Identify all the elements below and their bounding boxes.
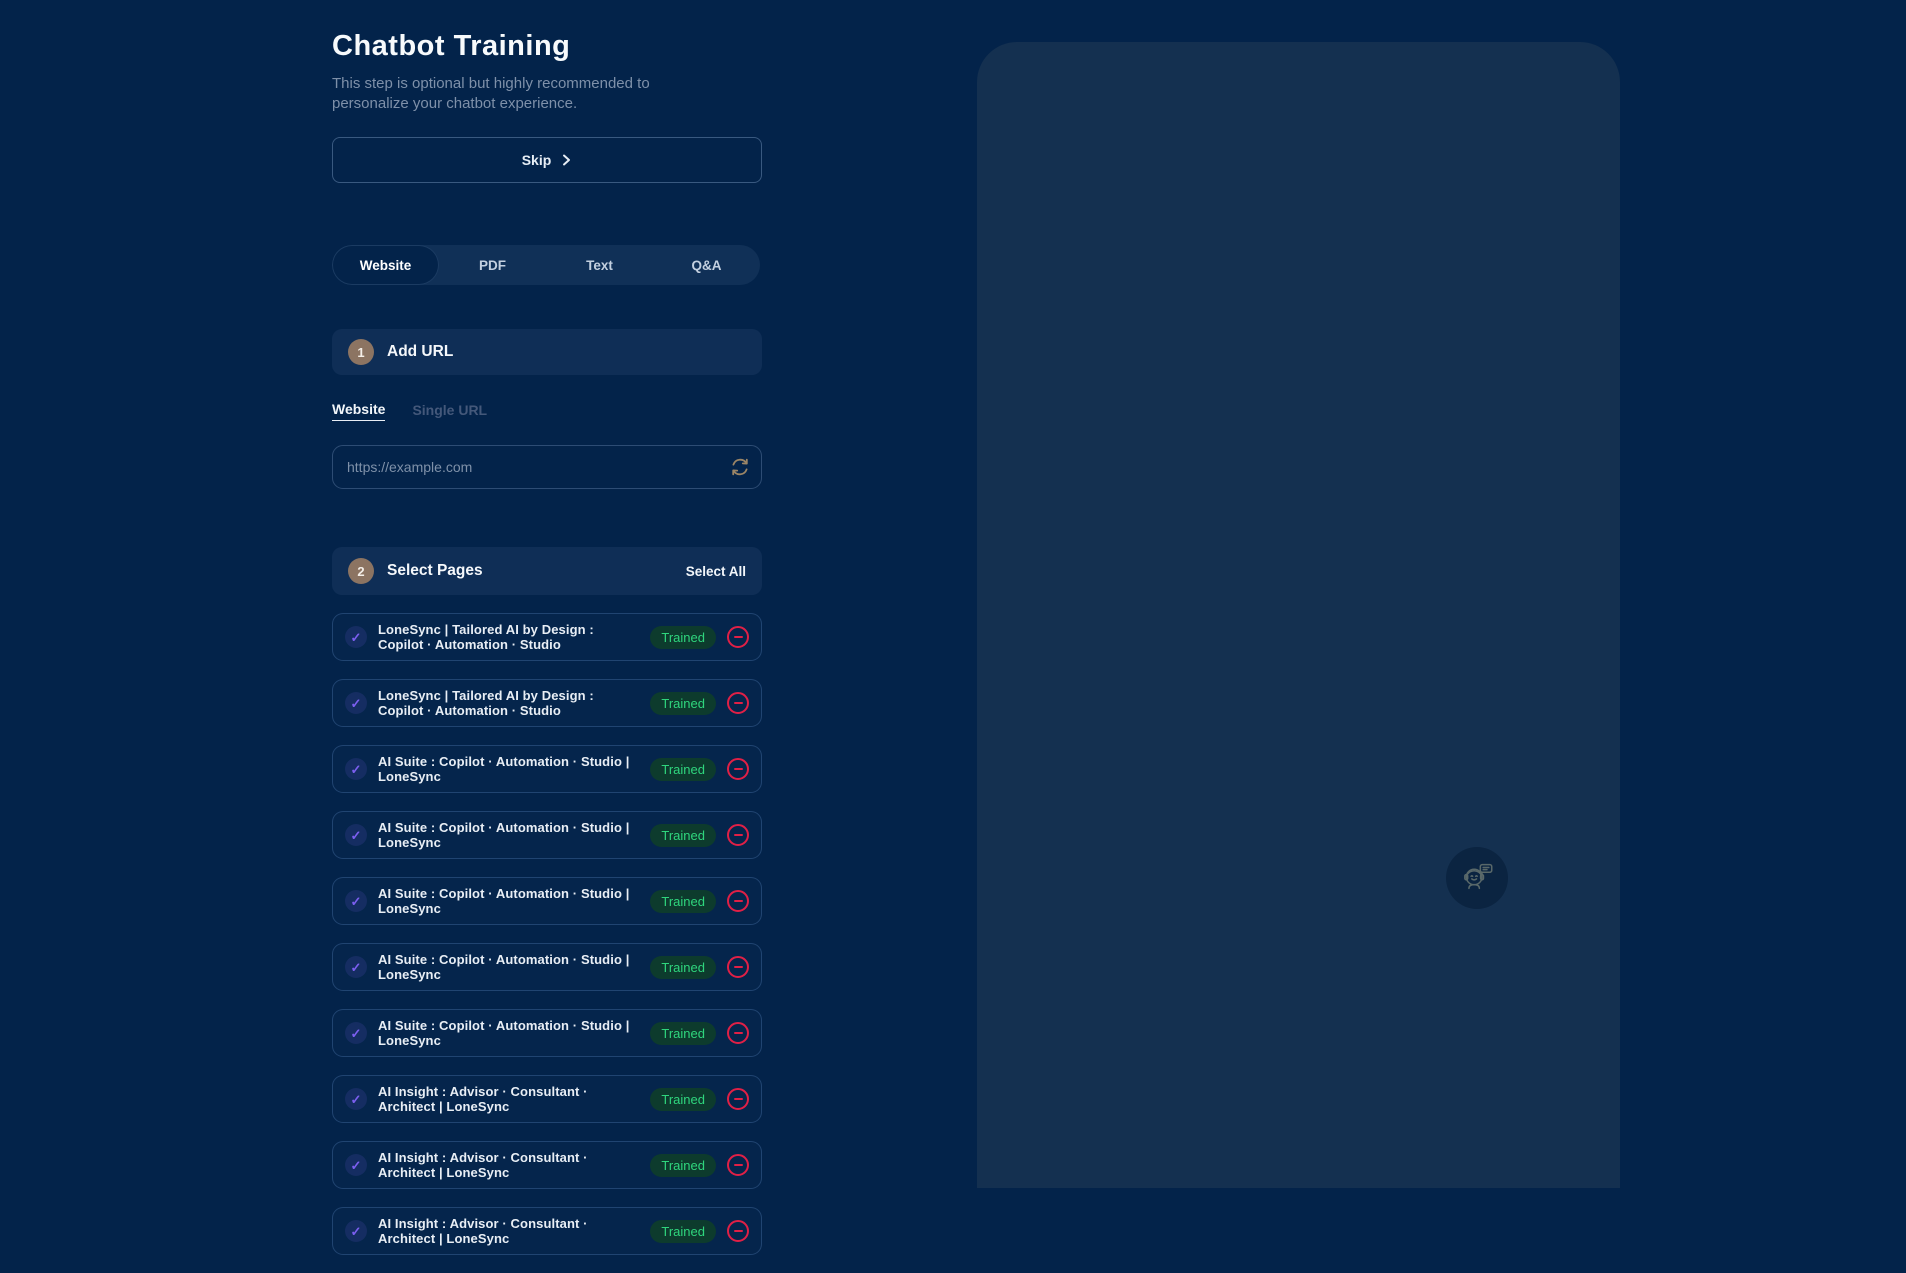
minus-icon (733, 1098, 743, 1100)
minus-icon (733, 1230, 743, 1232)
remove-page-button[interactable] (727, 824, 749, 846)
page-row-title: LoneSync | Tailored AI by Design : Copil… (378, 688, 594, 718)
page-row[interactable]: ✓ AI Insight : Advisor · Consultant · Ar… (332, 1141, 762, 1189)
minus-icon (733, 702, 743, 704)
chevron-right-icon (560, 154, 572, 166)
url-input[interactable] (332, 445, 762, 489)
page-checkbox[interactable]: ✓ (345, 1088, 367, 1110)
page-title: Chatbot Training (332, 30, 571, 62)
remove-page-button[interactable] (727, 1088, 749, 1110)
page-row-title: AI Suite : Copilot · Automation · Studio… (378, 1018, 630, 1048)
status-badge: Trained (650, 823, 716, 847)
tab-website[interactable]: Website (332, 245, 439, 285)
minus-icon (733, 636, 743, 638)
select-pages-header: 2 Select Pages Select All (332, 547, 762, 595)
status-badge: Trained (650, 691, 716, 715)
remove-page-button[interactable] (727, 626, 749, 648)
page-row[interactable]: ✓ AI Insight : Advisor · Consultant · Ar… (332, 1075, 762, 1123)
tab-q-a[interactable]: Q&A (653, 245, 760, 285)
check-icon: ✓ (350, 893, 362, 909)
status-badge: Trained (650, 889, 716, 913)
page-row-title: AI Suite : Copilot · Automation · Studio… (378, 952, 630, 982)
bot-icon (1458, 858, 1496, 899)
page-row-title: AI Insight : Advisor · Consultant · Arch… (378, 1216, 588, 1246)
page-checkbox[interactable]: ✓ (345, 1022, 367, 1044)
page-checkbox[interactable]: ✓ (345, 1154, 367, 1176)
page-row[interactable]: ✓ AI Suite : Copilot · Automation · Stud… (332, 943, 762, 991)
status-badge: Trained (650, 1153, 716, 1177)
training-setup-column: Chatbot Training This step is optional b… (332, 0, 762, 1273)
page-checkbox[interactable]: ✓ (345, 626, 367, 648)
page-checkbox[interactable]: ✓ (345, 1220, 367, 1242)
select-all-button[interactable]: Select All (685, 563, 746, 579)
page-checkbox[interactable]: ✓ (345, 890, 367, 912)
status-badge: Trained (650, 1219, 716, 1243)
remove-page-button[interactable] (727, 1154, 749, 1176)
skip-button-label: Skip (521, 152, 552, 168)
step-badge-1: 1 (348, 339, 374, 365)
page-subtitle: This step is optional but highly recomme… (332, 75, 650, 112)
page-row[interactable]: ✓ LoneSync | Tailored AI by Design : Cop… (332, 679, 762, 727)
minus-icon (733, 966, 743, 968)
source-type-tabs: Website PDF Text Q&A (332, 245, 760, 285)
page-row[interactable]: ✓ AI Suite : Copilot · Automation · Stud… (332, 811, 762, 859)
subtab-single-url[interactable]: Single URL (412, 402, 487, 421)
minus-icon (733, 768, 743, 770)
select-pages-title: Select Pages (387, 562, 483, 579)
page-row[interactable]: ✓ AI Suite : Copilot · Automation · Stud… (332, 1009, 762, 1057)
status-badge: Trained (650, 625, 716, 649)
check-icon: ✓ (350, 761, 362, 777)
add-url-header: 1 Add URL (332, 329, 762, 375)
chatbot-preview-panel (977, 42, 1620, 1188)
page-row-title: AI Insight : Advisor · Consultant · Arch… (378, 1084, 588, 1114)
page-row[interactable]: ✓ LoneSync | Tailored AI by Design : Cop… (332, 613, 762, 661)
page-row[interactable]: ✓ AI Insight : Advisor · Consultant · Ar… (332, 1207, 762, 1255)
subtab-website[interactable]: Website (332, 401, 386, 421)
check-icon: ✓ (350, 959, 362, 975)
page-row-title: AI Insight : Advisor · Consultant · Arch… (378, 1150, 588, 1180)
check-icon: ✓ (350, 1091, 362, 1107)
page-checkbox[interactable]: ✓ (345, 692, 367, 714)
remove-page-button[interactable] (727, 692, 749, 714)
remove-page-button[interactable] (727, 1022, 749, 1044)
url-input-wrap (332, 445, 762, 489)
minus-icon (733, 1164, 743, 1166)
remove-page-button[interactable] (727, 890, 749, 912)
page-row-title: AI Suite : Copilot · Automation · Studio… (378, 886, 630, 916)
check-icon: ✓ (350, 629, 362, 645)
page-checkbox[interactable]: ✓ (345, 956, 367, 978)
remove-page-button[interactable] (727, 956, 749, 978)
step-badge-2: 2 (348, 558, 374, 584)
refresh-icon[interactable] (728, 455, 752, 479)
check-icon: ✓ (350, 827, 362, 843)
page-row-title: AI Suite : Copilot · Automation · Studio… (378, 820, 630, 850)
page-row-title: LoneSync | Tailored AI by Design : Copil… (378, 622, 594, 652)
pages-list: ✓ LoneSync | Tailored AI by Design : Cop… (332, 613, 762, 1255)
url-mode-subtabs: Website Single URL (332, 401, 762, 421)
minus-icon (733, 900, 743, 902)
page-checkbox[interactable]: ✓ (345, 758, 367, 780)
skip-button[interactable]: Skip (332, 137, 762, 183)
status-badge: Trained (650, 955, 716, 979)
page-row[interactable]: ✓ AI Suite : Copilot · Automation · Stud… (332, 745, 762, 793)
check-icon: ✓ (350, 1223, 362, 1239)
remove-page-button[interactable] (727, 758, 749, 780)
add-url-title: Add URL (387, 343, 454, 360)
minus-icon (733, 834, 743, 836)
check-icon: ✓ (350, 1157, 362, 1173)
page-row-title: AI Suite : Copilot · Automation · Studio… (378, 754, 630, 784)
status-badge: Trained (650, 1021, 716, 1045)
remove-page-button[interactable] (727, 1220, 749, 1242)
status-badge: Trained (650, 1087, 716, 1111)
status-badge: Trained (650, 757, 716, 781)
minus-icon (733, 1032, 743, 1034)
chat-widget-launcher[interactable] (1446, 847, 1508, 909)
check-icon: ✓ (350, 1025, 362, 1041)
tab-pdf[interactable]: PDF (439, 245, 546, 285)
check-icon: ✓ (350, 695, 362, 711)
tab-text[interactable]: Text (546, 245, 653, 285)
page-checkbox[interactable]: ✓ (345, 824, 367, 846)
page-row[interactable]: ✓ AI Suite : Copilot · Automation · Stud… (332, 877, 762, 925)
